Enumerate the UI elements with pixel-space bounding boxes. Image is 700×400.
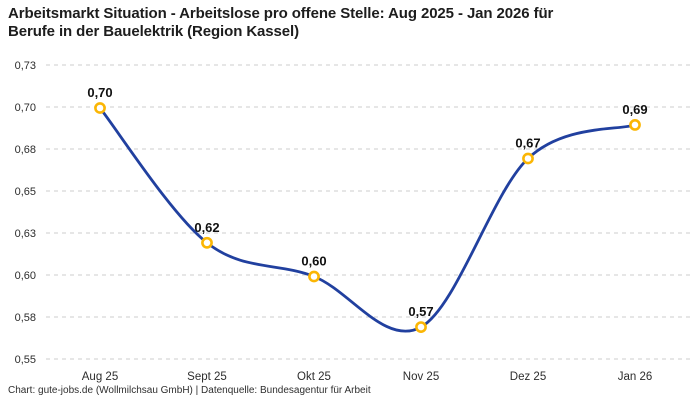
data-point-label: 0,62 bbox=[194, 220, 219, 235]
data-point-marker bbox=[629, 119, 641, 131]
data-point-label: 0,57 bbox=[408, 304, 433, 319]
data-point-marker bbox=[415, 321, 427, 333]
y-axis-tick-label: 0,55 bbox=[15, 354, 36, 366]
x-axis-tick-label: Nov 25 bbox=[403, 371, 439, 383]
source-credit: Chart: gute-jobs.de (Wollmilchsau GmbH) … bbox=[8, 385, 371, 396]
data-point-marker bbox=[308, 270, 320, 283]
y-axis-tick-label: 0,60 bbox=[15, 270, 36, 282]
y-axis-tick-label: 0,58 bbox=[15, 312, 36, 324]
data-point-label: 0,69 bbox=[622, 102, 647, 117]
y-axis-tick-label: 0,73 bbox=[15, 60, 36, 72]
data-point-label: 0,70 bbox=[87, 85, 112, 100]
y-axis-tick-label: 0,65 bbox=[15, 186, 36, 198]
x-axis-tick-label: Jan 26 bbox=[618, 371, 653, 383]
y-axis-tick-label: 0,63 bbox=[15, 228, 36, 240]
y-axis-tick-label: 0,68 bbox=[15, 144, 36, 156]
chart-title-line1: Arbeitsmarkt Situation - Arbeitslose pro… bbox=[8, 5, 554, 22]
x-axis-tick-label: Okt 25 bbox=[297, 371, 331, 383]
data-point-marker bbox=[201, 236, 213, 249]
data-point-marker bbox=[94, 102, 106, 114]
x-axis-tick-label: Sept 25 bbox=[187, 371, 227, 383]
data-point-label: 0,60 bbox=[301, 254, 326, 269]
data-point-label: 0,67 bbox=[515, 136, 540, 151]
data-point-marker bbox=[522, 152, 534, 165]
chart-title: Arbeitsmarkt Situation - Arbeitslose pro… bbox=[8, 5, 688, 40]
trend-line bbox=[98, 106, 637, 333]
x-axis-tick-label: Dez 25 bbox=[510, 371, 546, 383]
x-axis-tick-label: Aug 25 bbox=[82, 371, 118, 383]
chart-title-line2: Berufe in der Bauelektrik (Region Kassel… bbox=[8, 22, 299, 40]
y-axis-tick-label: 0,70 bbox=[15, 102, 36, 114]
